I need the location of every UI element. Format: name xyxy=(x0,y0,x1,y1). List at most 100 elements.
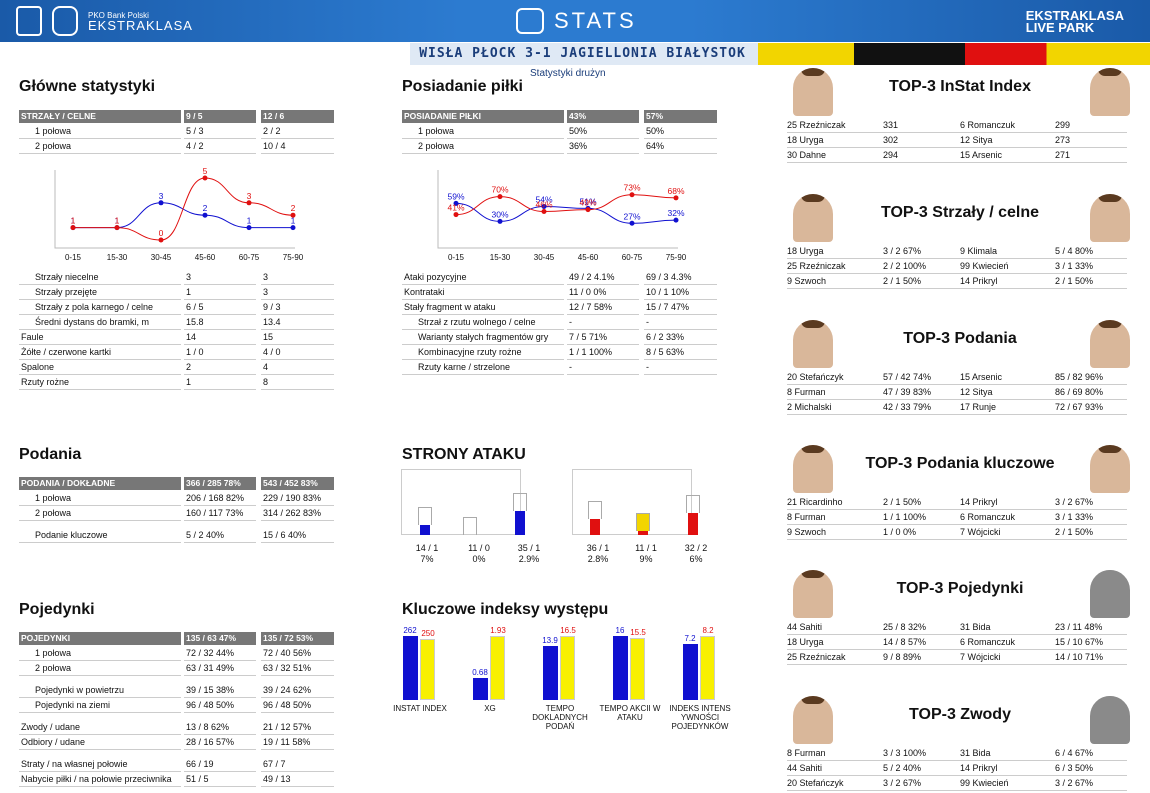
player-name-away: 12 Sitya xyxy=(960,135,993,145)
data-label: 3 xyxy=(247,191,252,201)
poss-table-head-away: 57% xyxy=(644,110,717,123)
stat-away: 3 / 1 33% xyxy=(1055,261,1094,271)
data-point xyxy=(70,225,76,231)
row-home: 72 / 32 44% xyxy=(186,648,235,658)
row-home: 51 / 5 xyxy=(186,774,209,784)
player-name-away: 14 Prikryl xyxy=(960,497,998,507)
row-divider xyxy=(261,329,334,330)
row-divider xyxy=(402,299,564,300)
index-value-away: 8.2 xyxy=(702,626,714,635)
top-table: 8 Furman 3 / 3 100% 31 Bida 6 / 4 67% 44 Sah… xyxy=(787,746,1127,791)
row-divider xyxy=(184,520,256,521)
row-away: 314 / 262 83% xyxy=(263,508,322,518)
row-divider xyxy=(402,153,564,154)
app-title: STATS xyxy=(554,8,637,33)
top-row: 44 Sahiti 25 / 8 32% 31 Bida 23 / 11 48% xyxy=(787,620,1127,635)
row-label: Żółte / czerwone kartki xyxy=(21,347,112,357)
index-value-home: 0.68 xyxy=(472,668,488,677)
row-divider xyxy=(261,786,334,787)
stat-home: 2 / 1 50% xyxy=(883,497,922,507)
row-divider xyxy=(184,284,256,285)
row-home: 96 / 48 50% xyxy=(186,700,235,710)
attack-sides-title: STRONY ATAKU xyxy=(402,446,526,463)
player-name-home: 9 Szwoch xyxy=(787,276,827,286)
player-name-home: 20 Stefańczyk xyxy=(787,778,844,788)
attack-count: 36 / 1 xyxy=(586,543,610,553)
top-title: TOP-3 InStat Index xyxy=(889,78,1031,95)
row-label: Odbiory / udane xyxy=(21,737,86,747)
series-line xyxy=(455,202,677,224)
index-value-home: 262 xyxy=(403,626,417,635)
series-line xyxy=(73,177,294,241)
main-table-head-label: STRZAŁY / CELNE xyxy=(19,110,181,123)
x-tick-label: 0-15 xyxy=(448,253,465,262)
top-row: 25 Rzeźniczak 331 6 Romanczuk 299 xyxy=(787,118,1127,133)
match-title: WISŁA PŁOCK 3-1 JAGIELLONIA BIAŁYSTOK xyxy=(419,46,746,61)
player-name-home: 21 Ricardinho xyxy=(787,497,843,507)
index-label: TEMPO AKCII W ATAKU xyxy=(599,704,661,722)
row-divider xyxy=(19,153,181,154)
player-name-away: 99 Kwiecień xyxy=(960,261,1009,271)
row-divider xyxy=(184,359,256,360)
row-home: 50% xyxy=(569,126,588,136)
row-home: 206 / 168 82% xyxy=(186,493,245,503)
top-row: 8 Furman 47 / 39 83% 12 Sitya 86 / 69 80% xyxy=(787,385,1127,400)
player-name-home: 18 Uryga xyxy=(787,637,824,647)
main-stats-title: Główne statystyki xyxy=(19,78,156,95)
row-divider xyxy=(184,153,256,154)
home-attack-pitch xyxy=(401,469,521,535)
attack-pct: 0% xyxy=(472,554,486,564)
row-away: 2 / 2 xyxy=(263,126,281,136)
row-divider xyxy=(644,314,717,315)
header-bar: PKO Bank Polski EKSTRAKLASA STATS EKSTRAK… xyxy=(0,0,1150,42)
index-value-home: 7.2 xyxy=(684,634,696,643)
data-point xyxy=(585,207,591,213)
away-attack-stat: 11 / 1 9% xyxy=(626,543,666,565)
player-photo-home xyxy=(793,445,833,493)
row-away: 8 xyxy=(263,377,269,387)
row-away: 13.4 xyxy=(263,317,281,327)
row-home: 3 xyxy=(186,272,192,282)
top-row: 44 Sahiti 5 / 2 40% 14 Prikryl 6 / 3 50% xyxy=(787,761,1127,776)
player-photo-home xyxy=(793,194,833,242)
row-divider xyxy=(19,734,181,735)
stat-away: 273 xyxy=(1055,135,1071,145)
away-attack-arrow xyxy=(688,513,698,535)
row-label: Pojedynki w powietrzu xyxy=(35,685,125,695)
row-label: Straty / na własnej połowie xyxy=(21,759,128,769)
stat-home: 5 / 2 40% xyxy=(883,763,922,773)
top-title: TOP-3 Zwody xyxy=(909,706,1011,723)
row-divider xyxy=(184,138,256,139)
row-divider xyxy=(19,284,181,285)
pko-icon xyxy=(16,6,42,36)
row-away: 50% xyxy=(646,126,665,136)
data-label: 54% xyxy=(535,195,552,205)
index-bar-home xyxy=(403,636,418,700)
row-divider xyxy=(19,314,181,315)
row-divider xyxy=(644,359,717,360)
row-away: 4 / 0 xyxy=(263,347,281,357)
row-away: - xyxy=(646,362,649,372)
stat-away: 3 / 2 67% xyxy=(1055,497,1094,507)
stat-home: 3 / 2 67% xyxy=(883,778,922,788)
away-attack-arrow xyxy=(638,531,648,535)
row-divider xyxy=(261,660,334,661)
row-divider xyxy=(19,299,181,300)
poss-table-head-home: 43% xyxy=(567,110,639,123)
stat-home: 294 xyxy=(883,150,899,160)
player-photo-home xyxy=(793,696,833,744)
away-arrow-outline xyxy=(686,495,700,513)
row-divider xyxy=(184,749,256,750)
home-attack-stat: 14 / 1 7% xyxy=(407,543,447,565)
stat-home: 2 / 2 100% xyxy=(883,261,927,271)
player-name-away: 6 Romanczuk xyxy=(960,120,1016,130)
home-arrow-outline xyxy=(513,493,527,511)
row-divider xyxy=(261,771,334,772)
row-away: 15 / 6 40% xyxy=(263,530,307,540)
player-photo-home xyxy=(793,320,833,368)
x-tick-label: 15-30 xyxy=(490,253,511,262)
row-divider xyxy=(261,374,334,375)
top-table: 21 Ricardinho 2 / 1 50% 14 Prikryl 3 / 2 67… xyxy=(787,495,1127,540)
x-tick-label: 45-60 xyxy=(195,253,216,262)
player-photo-away xyxy=(1090,570,1130,618)
